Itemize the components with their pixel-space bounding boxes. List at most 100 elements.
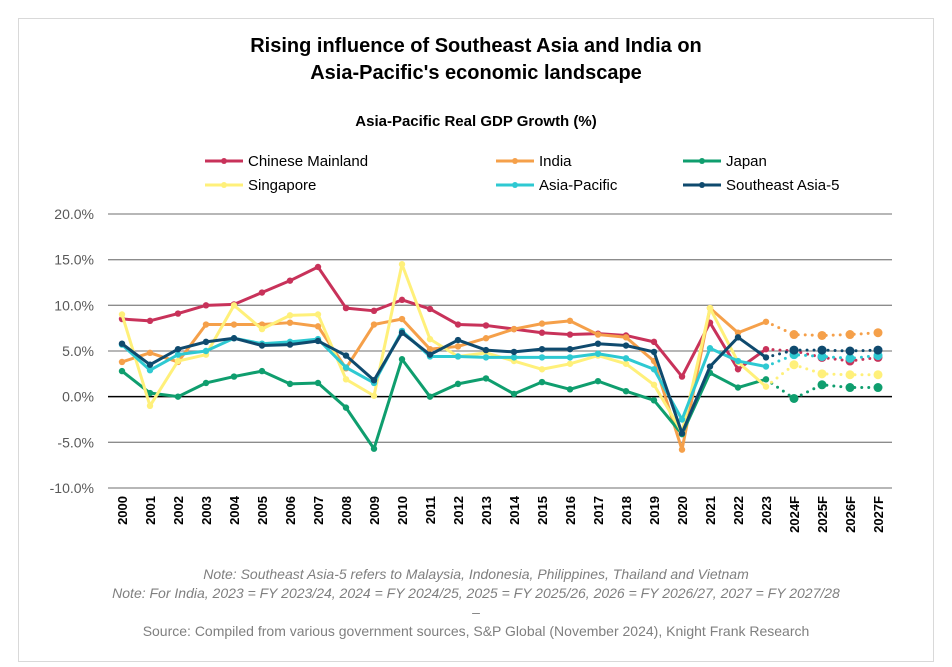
data-point: [566, 317, 574, 325]
data-point: [594, 377, 602, 385]
data-point: [398, 261, 406, 268]
data-point: [510, 325, 518, 333]
data-point: [146, 361, 154, 368]
x-tick-label: 2025F: [815, 496, 830, 533]
data-point: [762, 318, 770, 325]
x-tick-label: 2027F: [871, 496, 886, 533]
data-point: [762, 376, 770, 383]
x-tick-label: 2005: [255, 496, 270, 525]
legend-label: Japan: [726, 153, 767, 170]
x-tick-label: 2015: [535, 496, 550, 525]
data-point: [622, 355, 630, 362]
x-tick-label: 2009: [367, 496, 382, 525]
y-tick-label: 15.0%: [54, 252, 94, 268]
data-point: [286, 319, 294, 326]
data-point: [230, 335, 238, 342]
x-tick-label: 2014: [507, 495, 522, 525]
data-point: [454, 353, 462, 360]
data-point: [146, 349, 154, 357]
data-point: [734, 366, 742, 373]
data-point: [146, 317, 154, 325]
data-point: [845, 353, 855, 363]
x-tick-label: 2020: [675, 496, 690, 525]
data-point: [734, 334, 742, 341]
data-point: [650, 397, 658, 404]
data-point: [734, 384, 742, 391]
data-point: [398, 356, 406, 363]
data-point: [845, 383, 855, 393]
data-point: [873, 328, 883, 338]
data-point: [174, 357, 182, 365]
data-point: [566, 360, 574, 367]
x-tick-label: 2002: [171, 496, 186, 525]
data-point: [286, 341, 294, 348]
data-point: [789, 330, 799, 340]
x-tick-label: 2004: [227, 495, 242, 525]
data-point: [146, 402, 154, 409]
data-point: [426, 335, 434, 343]
data-point: [174, 345, 182, 353]
data-point: [398, 296, 406, 304]
data-point: [538, 345, 546, 353]
data-point: [146, 366, 154, 374]
data-point: [650, 381, 658, 388]
series-forecast-line-1: [764, 320, 880, 337]
data-point: [426, 345, 434, 353]
data-point: [622, 387, 630, 395]
legend-marker: [221, 158, 227, 164]
data-point: [174, 393, 182, 400]
data-point: [202, 347, 210, 355]
x-tick-label: 2013: [479, 496, 494, 525]
x-tick-label: 2018: [619, 496, 634, 525]
y-tick-label: 0.0%: [62, 389, 94, 405]
data-point: [622, 334, 630, 341]
data-point: [678, 373, 686, 380]
data-point: [510, 354, 518, 361]
legend-marker: [699, 182, 705, 188]
data-point: [650, 338, 658, 346]
x-tick-label: 2001: [143, 496, 158, 525]
data-point: [734, 329, 742, 336]
data-point: [482, 335, 490, 342]
data-point: [174, 310, 182, 317]
x-tick-label: 2011: [423, 496, 438, 524]
y-tick-label: 10.0%: [54, 297, 94, 313]
data-point: [538, 378, 546, 386]
data-point: [706, 363, 714, 370]
data-point: [678, 430, 686, 437]
data-point: [594, 350, 602, 357]
data-point: [202, 338, 210, 346]
data-point: [789, 345, 799, 355]
x-tick-label: 2019: [647, 496, 662, 525]
data-point: [706, 304, 714, 312]
data-point: [482, 346, 490, 354]
data-point: [817, 351, 827, 361]
data-point: [873, 383, 883, 393]
data-point: [118, 367, 126, 375]
data-point: [286, 380, 294, 388]
data-point: [789, 360, 799, 370]
data-point: [789, 393, 799, 403]
data-point: [454, 336, 462, 344]
data-point: [454, 343, 462, 350]
data-point: [314, 337, 322, 345]
series-line-5: [121, 331, 767, 435]
data-point: [817, 380, 827, 390]
card-border: [18, 18, 934, 662]
data-point: [873, 345, 883, 355]
x-tick-label: 2000: [115, 496, 130, 525]
data-point: [258, 289, 266, 296]
data-point: [845, 346, 855, 356]
data-point: [650, 366, 658, 373]
data-point: [286, 277, 294, 284]
x-tick-label: 2016: [563, 496, 578, 525]
chart-notes: Note: Southeast Asia-5 refers to Malaysi…: [0, 565, 952, 641]
legend-label: Singapore: [248, 177, 316, 194]
data-point: [538, 366, 546, 373]
series-line-2: [121, 357, 767, 451]
note-sea5: Note: Southeast Asia-5 refers to Malaysi…: [203, 566, 749, 582]
data-point: [622, 360, 630, 367]
series-line-0: [121, 265, 767, 379]
data-point: [538, 329, 546, 336]
data-point: [482, 322, 490, 329]
